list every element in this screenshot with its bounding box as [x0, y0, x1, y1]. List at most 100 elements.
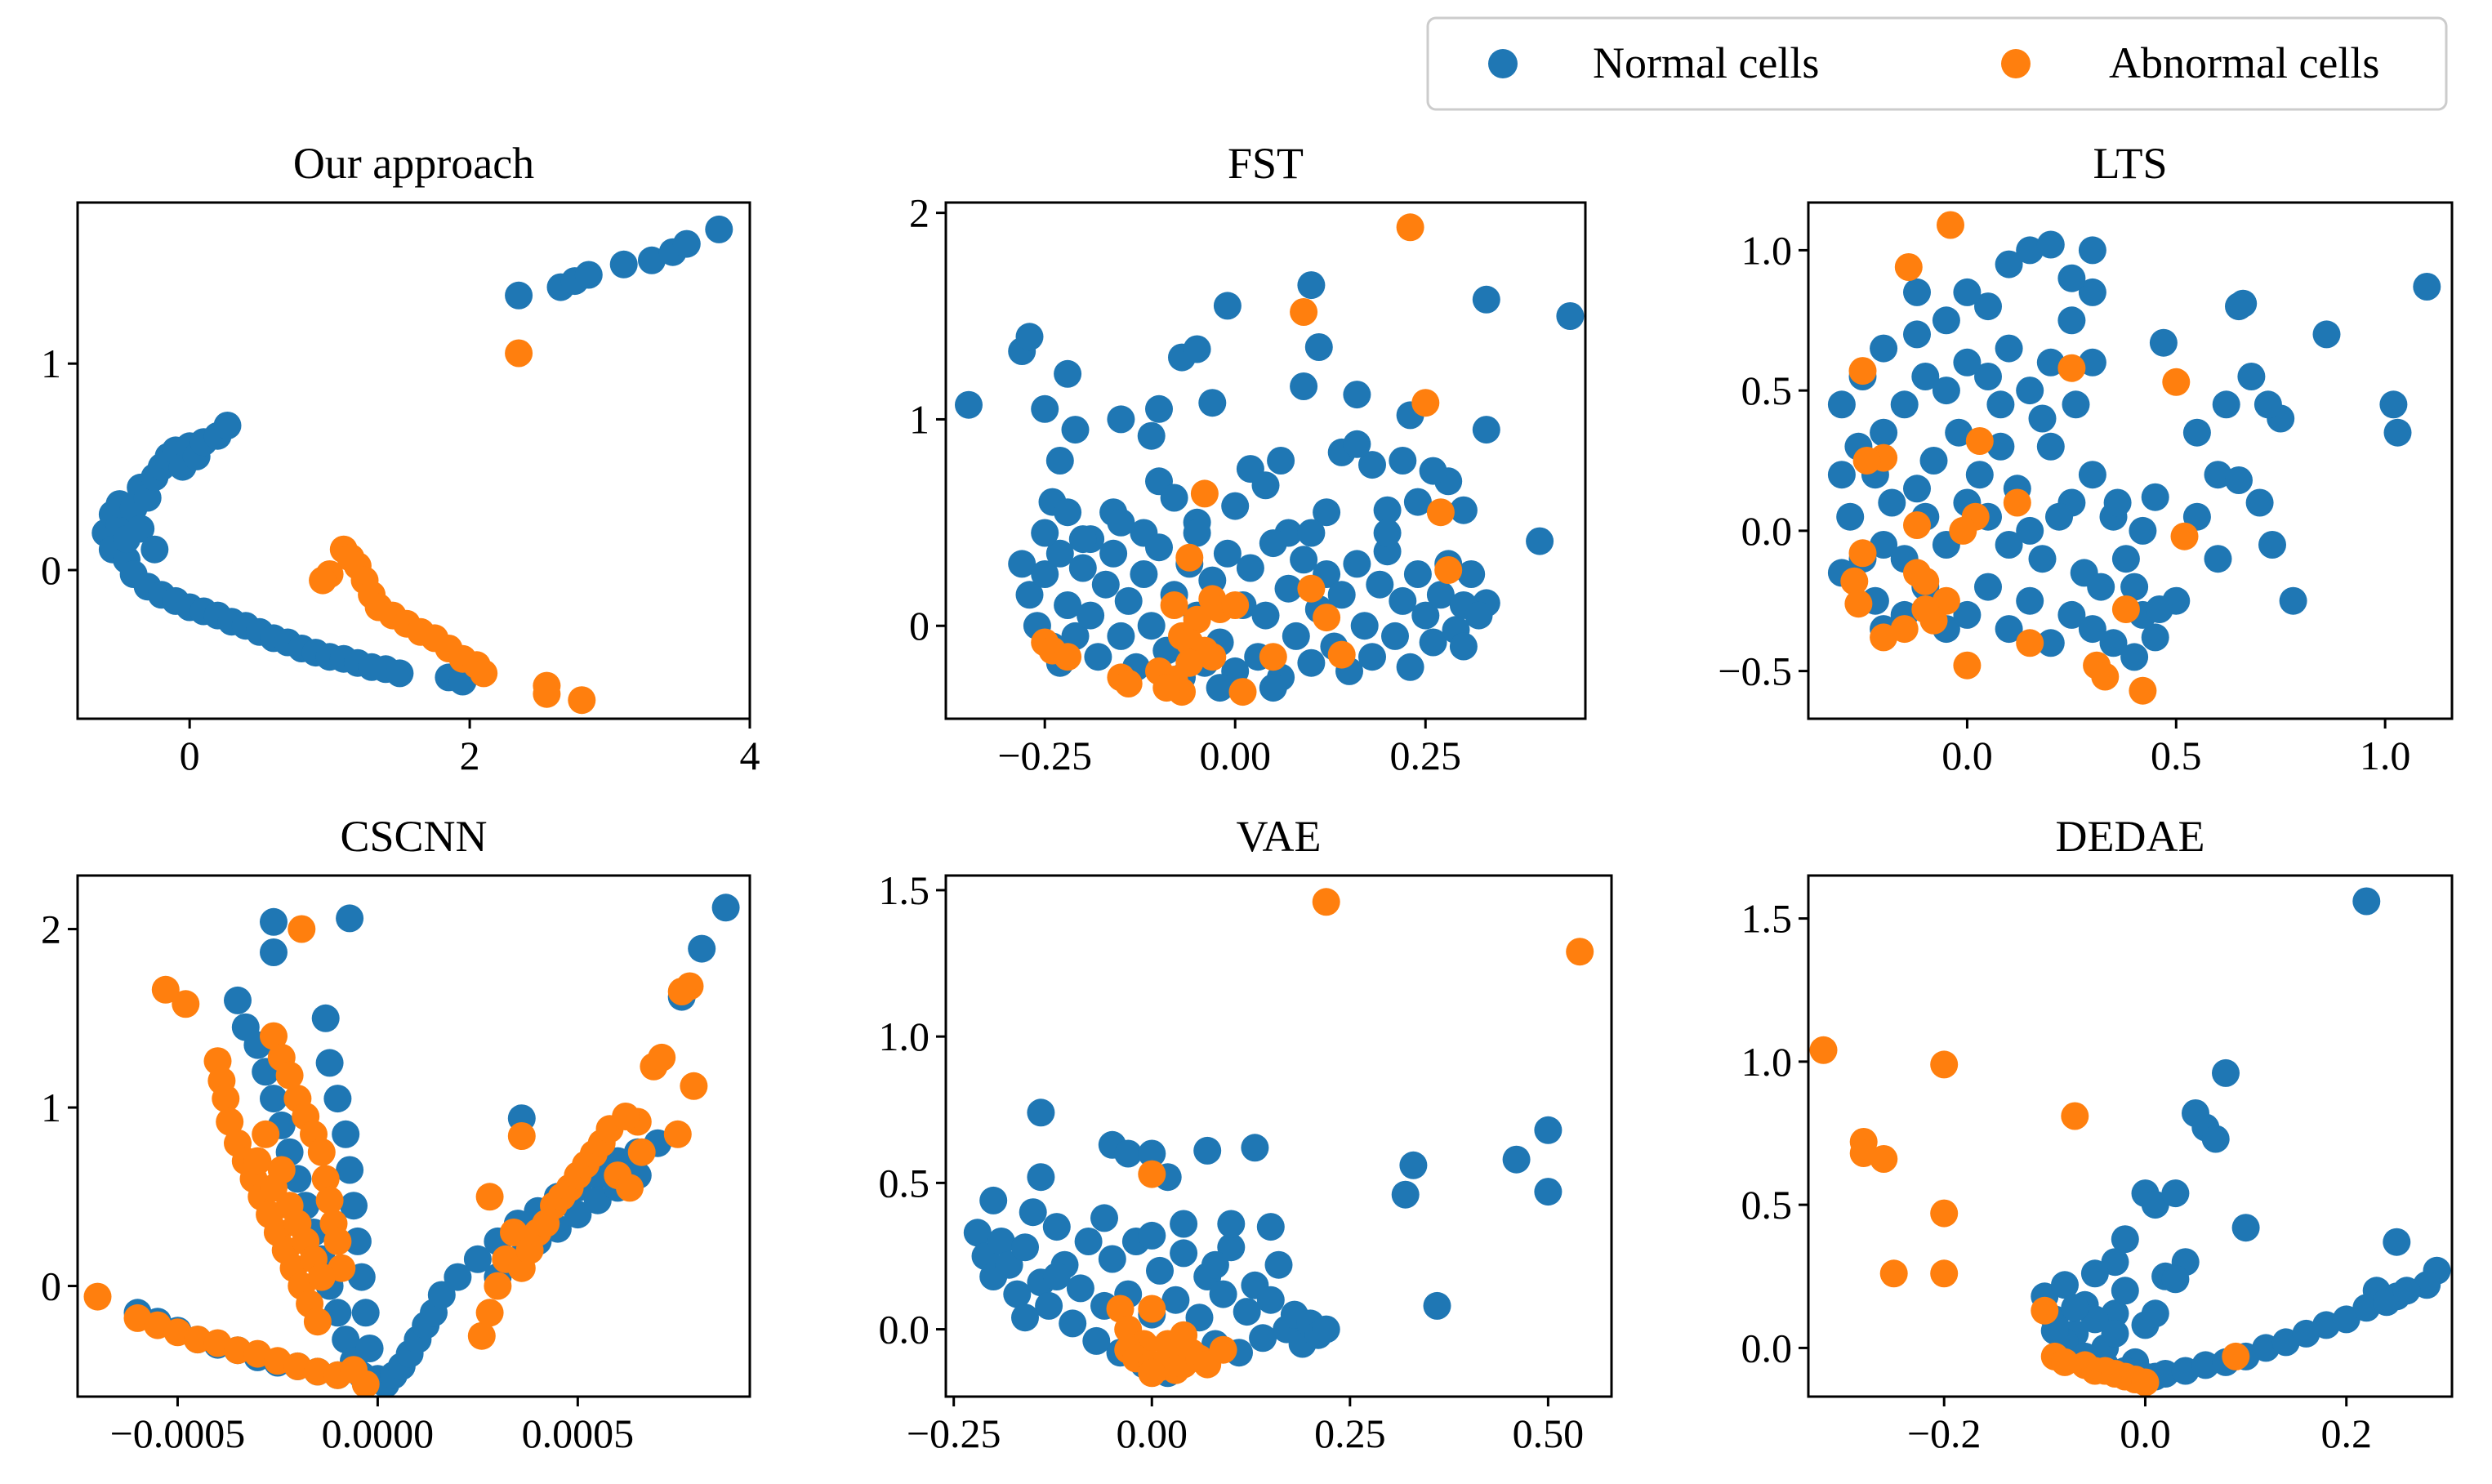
- scatter-points: [1809, 887, 2451, 1397]
- point-normal: [2111, 1277, 2139, 1305]
- y-tick-label: 2: [41, 907, 61, 952]
- point-abnormal: [680, 1072, 708, 1100]
- panel-cscnn: −0.0005 0.0000 0.0005 0 1 2 CSCNN: [41, 812, 751, 1456]
- point-normal: [1327, 581, 1356, 609]
- point-normal: [1411, 601, 1440, 630]
- point-abnormal: [1138, 1359, 1166, 1388]
- point-normal: [1267, 447, 1295, 475]
- point-normal: [1358, 643, 1386, 671]
- panel-dedae: −0.2 0.0 0.2 0.0 0.5 1.0 1.5 DEDAE: [1741, 812, 2454, 1456]
- point-normal: [224, 986, 252, 1014]
- point-normal: [1183, 519, 1211, 547]
- point-normal: [1932, 377, 1960, 405]
- point-abnormal: [627, 1138, 656, 1166]
- point-normal: [1045, 447, 1074, 475]
- point-abnormal: [1138, 1160, 1166, 1188]
- scatter-points: [955, 213, 1585, 706]
- x-tick-label: 0.00: [1117, 1410, 1188, 1456]
- point-abnormal: [1930, 1199, 1959, 1228]
- point-abnormal: [505, 339, 533, 368]
- point-normal: [1919, 447, 1948, 475]
- point-normal: [1953, 348, 1982, 377]
- point-abnormal: [1953, 651, 1982, 680]
- point-normal: [2080, 1259, 2109, 1288]
- point-normal: [1932, 306, 1960, 335]
- point-normal: [1911, 363, 1940, 390]
- point-abnormal: [1870, 623, 1898, 652]
- point-abnormal: [1396, 213, 1424, 242]
- point-normal: [1304, 333, 1333, 361]
- point-normal: [2141, 1299, 2169, 1328]
- point-normal: [1290, 372, 1318, 400]
- point-normal: [1221, 492, 1250, 520]
- point-normal: [1827, 390, 1856, 419]
- point-normal: [336, 1156, 364, 1184]
- point-abnormal: [1228, 678, 1257, 706]
- point-normal: [2099, 629, 2128, 657]
- point-normal: [564, 1201, 592, 1229]
- point-normal: [332, 1326, 360, 1354]
- point-normal: [1114, 586, 1143, 615]
- point-normal: [1107, 622, 1135, 650]
- point-normal: [2101, 1319, 2129, 1348]
- plot-frame: [1807, 874, 2454, 1398]
- point-normal: [1343, 430, 1371, 458]
- point-abnormal: [2222, 1342, 2250, 1370]
- point-normal: [1890, 390, 1919, 419]
- point-normal: [1145, 533, 1173, 562]
- scatter-points: [1827, 211, 2441, 705]
- point-normal: [1045, 539, 1074, 568]
- panel-title: DEDAE: [2056, 812, 2205, 861]
- y-tick-label: 0: [909, 603, 929, 648]
- point-normal: [2145, 595, 2173, 623]
- point-normal: [140, 535, 169, 564]
- point-normal: [1161, 1286, 1190, 1314]
- point-normal: [1366, 570, 1394, 599]
- y-tick-label: 0.0: [879, 1307, 930, 1353]
- point-normal: [2225, 466, 2253, 494]
- point-normal: [1290, 546, 1318, 574]
- point-normal: [355, 1335, 384, 1362]
- point-abnormal: [1297, 574, 1326, 603]
- point-normal: [1965, 461, 1994, 489]
- point-normal: [2161, 1179, 2190, 1208]
- point-normal: [1011, 1233, 1039, 1262]
- point-abnormal: [252, 1120, 280, 1148]
- point-normal: [2062, 390, 2090, 419]
- panel-title: LTS: [2093, 139, 2167, 188]
- point-normal: [1870, 334, 1898, 363]
- point-normal: [386, 659, 414, 688]
- point-normal: [1251, 601, 1280, 630]
- plot-frame: [944, 874, 1613, 1398]
- point-normal: [2204, 461, 2232, 489]
- y-tick-label: 0.5: [1741, 1182, 1793, 1228]
- point-normal: [1836, 502, 1865, 531]
- panel-title: FST: [1228, 139, 1304, 188]
- point-normal: [1350, 612, 1379, 640]
- point-abnormal: [470, 659, 498, 688]
- point-abnormal: [1879, 1259, 1908, 1288]
- point-abnormal: [1426, 498, 1455, 527]
- point-normal: [1054, 591, 1082, 619]
- point-normal: [2078, 615, 2106, 644]
- point-normal: [1042, 1213, 1071, 1241]
- point-normal: [1241, 1134, 1269, 1162]
- point-normal: [1502, 1145, 1531, 1174]
- point-abnormal: [1911, 567, 1940, 595]
- point-abnormal: [275, 1061, 304, 1090]
- point-normal: [2051, 1271, 2079, 1299]
- y-tick-label: −0.5: [1718, 648, 1792, 694]
- point-normal: [2392, 1277, 2421, 1305]
- point-normal: [1399, 1151, 1428, 1179]
- point-abnormal: [1259, 643, 1287, 671]
- x-tick-label: 0.0005: [522, 1410, 635, 1456]
- point-normal: [336, 904, 364, 933]
- x-tick-label: 2: [460, 733, 480, 778]
- y-tick-label: 0.0: [1741, 1325, 1793, 1370]
- point-normal: [1297, 519, 1326, 547]
- point-abnormal: [2003, 488, 2031, 517]
- point-abnormal: [1198, 643, 1227, 671]
- point-normal: [2078, 236, 2106, 265]
- point-normal: [2182, 418, 2211, 447]
- point-normal: [311, 1004, 340, 1032]
